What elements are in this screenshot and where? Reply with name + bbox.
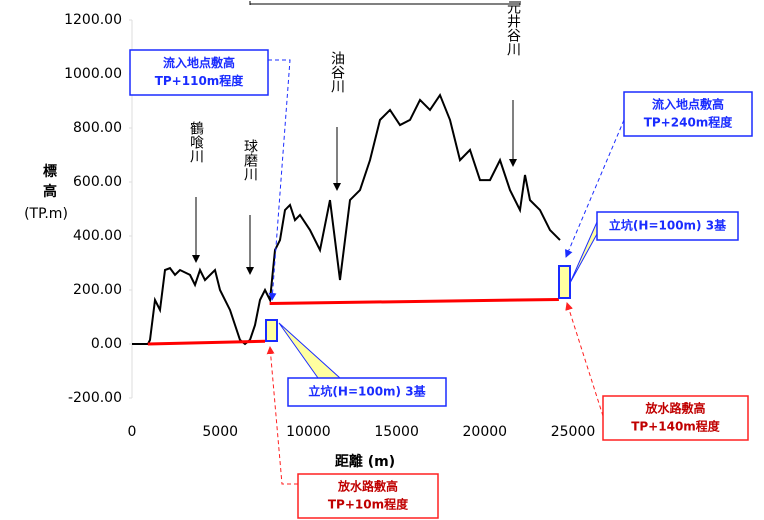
annotation-text: 放水路敷高 (644, 401, 705, 416)
annotation-box (297, 473, 439, 519)
data-line (269, 297, 559, 305)
leader (565, 302, 604, 417)
callout (569, 221, 598, 284)
y-tick-label: 1200.00 (64, 12, 122, 28)
annotation-text: 流入地点敷高 (652, 97, 724, 112)
annotation-box (623, 91, 753, 137)
x-axis-label: 距離 (m) (335, 453, 395, 470)
annotation-text: 立坑(H=100m) 3基 (308, 384, 426, 399)
river-label: 油谷川 (329, 51, 345, 93)
y-tick-label: 0.00 (91, 336, 122, 352)
annotation-box (129, 49, 269, 96)
leader (266, 346, 298, 485)
data-line (132, 92, 561, 346)
callout (278, 322, 342, 379)
data-line (147, 339, 266, 346)
annotation-text: TP+10m程度 (328, 497, 409, 512)
y-axis-label: 標 (43, 163, 57, 180)
shaft (265, 319, 278, 342)
y-tick-label: -200.00 (68, 390, 122, 406)
y-axis-label: 高 (43, 183, 57, 200)
river-label: 鶴喰川 (188, 120, 204, 163)
annotation-text: 流入地点敷高 (163, 55, 235, 70)
annotation-box (602, 395, 749, 441)
river-label: 元井谷川 (505, 0, 521, 56)
y-axis-label: (TP.m) (24, 206, 68, 222)
title-box (249, 1, 521, 5)
leader (268, 59, 291, 301)
annotation-text: TP+240m程度 (644, 115, 734, 130)
x-tick-label: 10000 (286, 424, 331, 440)
annotation-text: 放水路敷高 (337, 479, 398, 494)
annotation-text: 立坑(H=100m) 3基 (609, 218, 727, 233)
y-tick-label: 400.00 (73, 228, 122, 244)
x-tick-label: 20000 (463, 424, 508, 440)
x-tick-label: 0 (128, 424, 137, 440)
leader (565, 119, 625, 258)
y-tick-label: 800.00 (73, 120, 122, 136)
x-tick-label: 15000 (374, 424, 419, 440)
river-label: 球磨川 (242, 139, 258, 181)
annotation-box (287, 377, 447, 407)
annotation-text: TP+140m程度 (631, 419, 721, 434)
annotation-text: TP+110m程度 (155, 73, 245, 88)
x-tick-label: 5000 (202, 424, 238, 440)
x-tick-label: 25000 (551, 424, 596, 440)
y-tick-label: 200.00 (73, 282, 122, 298)
annotation-box (596, 211, 739, 241)
y-tick-label: 600.00 (73, 174, 122, 190)
shaft (558, 265, 571, 299)
y-tick-label: 1000.00 (64, 66, 122, 82)
